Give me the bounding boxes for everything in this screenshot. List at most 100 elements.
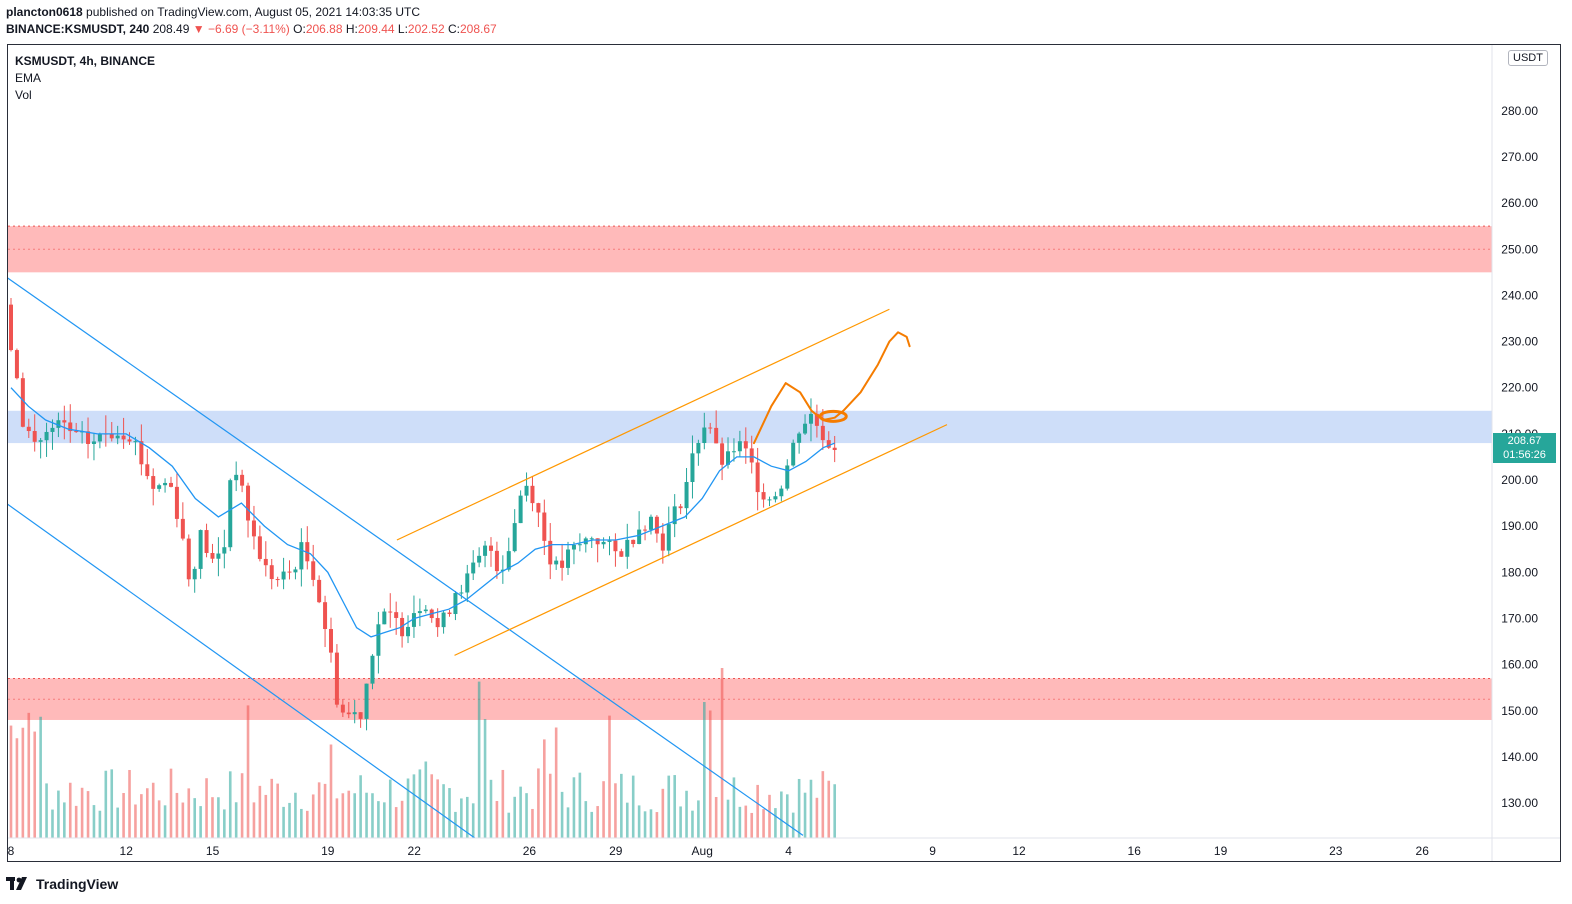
time-tick-label[interactable]: 12 bbox=[120, 844, 134, 858]
legend-ema[interactable]: EMA bbox=[15, 71, 42, 85]
candle-body bbox=[708, 427, 713, 429]
candle-body bbox=[749, 448, 754, 463]
candle-body bbox=[512, 523, 517, 552]
volume-bar bbox=[584, 801, 588, 838]
time-tick-label[interactable]: 29 bbox=[609, 844, 623, 858]
candle-body bbox=[696, 443, 701, 454]
candle-body bbox=[518, 495, 523, 524]
candle-body bbox=[9, 304, 13, 351]
candle-body bbox=[791, 442, 796, 466]
volume-bar bbox=[300, 808, 303, 838]
candle-body bbox=[180, 518, 185, 539]
candle-body bbox=[228, 480, 233, 548]
brand-name: TradingView bbox=[36, 876, 119, 892]
volume-bar bbox=[685, 790, 688, 838]
candle-body bbox=[376, 624, 381, 656]
volume-bar bbox=[519, 786, 522, 838]
volume-bar bbox=[211, 797, 214, 838]
price-tick-label[interactable]: 230.00 bbox=[1501, 335, 1538, 349]
volume-bar bbox=[377, 801, 380, 838]
candle-body bbox=[755, 462, 760, 493]
candle-body bbox=[720, 443, 725, 465]
volume-bar bbox=[803, 792, 807, 838]
candle-body bbox=[50, 427, 55, 432]
candle-body bbox=[589, 538, 594, 540]
candle-body bbox=[174, 486, 179, 519]
volume-bar bbox=[477, 681, 481, 838]
candle-body bbox=[151, 476, 156, 489]
time-tick-label[interactable]: 19 bbox=[1214, 844, 1228, 858]
volume-bar bbox=[98, 810, 102, 838]
currency-label[interactable]: USDT bbox=[1508, 50, 1548, 66]
candle-body bbox=[127, 439, 132, 442]
candle-body bbox=[731, 451, 736, 453]
candle-body bbox=[471, 562, 476, 574]
time-tick-label[interactable]: Aug bbox=[692, 844, 713, 858]
candle-body bbox=[406, 626, 411, 637]
price-tick-label[interactable]: 190.00 bbox=[1501, 519, 1538, 533]
candle-body bbox=[74, 431, 79, 433]
legend-vol[interactable]: Vol bbox=[15, 88, 32, 102]
legend-title[interactable]: KSMUSDT, 4h, BINANCE bbox=[15, 54, 156, 68]
candle-body bbox=[62, 420, 67, 423]
price-tick-label[interactable]: 270.00 bbox=[1501, 150, 1538, 164]
candle-body bbox=[459, 592, 464, 594]
volume-bar bbox=[288, 802, 291, 838]
volume-bar bbox=[507, 812, 511, 838]
candle-body bbox=[246, 485, 251, 521]
time-tick-label[interactable]: 19 bbox=[321, 844, 335, 858]
candle-body bbox=[186, 538, 191, 580]
candle-body bbox=[690, 453, 695, 482]
time-tick-label[interactable]: 26 bbox=[523, 844, 537, 858]
price-tick-label[interactable]: 130.00 bbox=[1501, 796, 1538, 810]
volume-bar bbox=[436, 779, 439, 838]
close-value: 208.67 bbox=[459, 22, 497, 36]
candle-body bbox=[299, 542, 304, 570]
trendline-descending-lower bbox=[8, 503, 476, 838]
author-name[interactable]: plancton0618 bbox=[6, 5, 83, 19]
price-tick-label[interactable]: 180.00 bbox=[1501, 565, 1538, 579]
candle-body bbox=[216, 553, 221, 559]
trendline-descending-upper bbox=[8, 277, 804, 836]
volume-bar bbox=[353, 793, 356, 838]
volume-bar bbox=[329, 744, 333, 838]
volume-bar bbox=[33, 731, 37, 838]
time-tick-label[interactable]: 15 bbox=[206, 844, 220, 858]
price-tick-label[interactable]: 220.00 bbox=[1501, 381, 1538, 395]
price-tick-label[interactable]: 260.00 bbox=[1501, 196, 1538, 210]
candle-body bbox=[14, 350, 19, 379]
time-tick-label[interactable]: 23 bbox=[1329, 844, 1343, 858]
price-tick-label[interactable]: 170.00 bbox=[1501, 611, 1538, 625]
time-tick-label[interactable]: 9 bbox=[929, 844, 936, 858]
tradingview-brand[interactable]: TradingView bbox=[6, 876, 118, 892]
time-tick-label[interactable]: 8 bbox=[8, 844, 15, 858]
price-tick-label[interactable]: 250.00 bbox=[1501, 242, 1538, 256]
volume-bar bbox=[661, 788, 665, 838]
volume-bar bbox=[602, 781, 605, 838]
candle-body bbox=[560, 560, 565, 568]
time-tick-label[interactable]: 4 bbox=[785, 844, 792, 858]
volume-bar bbox=[246, 705, 250, 838]
volume-bar bbox=[128, 769, 131, 838]
price-tick-label[interactable]: 200.00 bbox=[1501, 473, 1538, 487]
price-tick-label[interactable]: 280.00 bbox=[1501, 104, 1538, 118]
candle-body bbox=[417, 611, 422, 614]
time-tick-label[interactable]: 12 bbox=[1012, 844, 1026, 858]
volume-bar bbox=[815, 797, 819, 838]
time-tick-label[interactable]: 22 bbox=[408, 844, 422, 858]
time-tick-label[interactable]: 26 bbox=[1416, 844, 1430, 858]
price-tick-label[interactable]: 140.00 bbox=[1501, 750, 1538, 764]
candle-body bbox=[785, 465, 790, 489]
price-tick-label[interactable]: 160.00 bbox=[1501, 658, 1538, 672]
time-tick-label[interactable]: 16 bbox=[1128, 844, 1142, 858]
price-tick-label[interactable]: 150.00 bbox=[1501, 704, 1538, 718]
candle-body bbox=[115, 435, 120, 439]
candle-body bbox=[832, 447, 837, 451]
candle-body bbox=[293, 569, 298, 573]
volume-bar bbox=[294, 792, 297, 838]
volume-bar bbox=[762, 809, 765, 838]
price-tick-label[interactable]: 240.00 bbox=[1501, 288, 1538, 302]
volume-bar bbox=[578, 772, 582, 838]
current-price-marker: 208.67 01:56:26 bbox=[1493, 433, 1556, 463]
